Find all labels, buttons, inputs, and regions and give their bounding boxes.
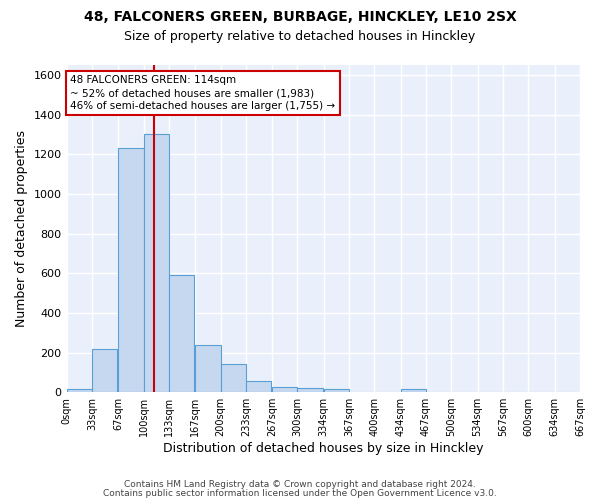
Y-axis label: Number of detached properties: Number of detached properties <box>15 130 28 327</box>
Bar <box>118 148 143 392</box>
Text: 48 FALCONERS GREEN: 114sqm
~ 52% of detached houses are smaller (1,983)
46% of s: 48 FALCONERS GREEN: 114sqm ~ 52% of deta… <box>70 75 335 112</box>
Bar <box>298 388 323 392</box>
Text: Contains HM Land Registry data © Crown copyright and database right 2024.: Contains HM Land Registry data © Crown c… <box>124 480 476 489</box>
Bar <box>195 344 221 392</box>
Bar <box>169 275 194 392</box>
Text: 48, FALCONERS GREEN, BURBAGE, HINCKLEY, LE10 2SX: 48, FALCONERS GREEN, BURBAGE, HINCKLEY, … <box>83 10 517 24</box>
Bar <box>92 348 118 392</box>
Bar <box>323 389 349 392</box>
Bar <box>143 134 169 392</box>
X-axis label: Distribution of detached houses by size in Hinckley: Distribution of detached houses by size … <box>163 442 484 455</box>
Text: Contains public sector information licensed under the Open Government Licence v3: Contains public sector information licen… <box>103 488 497 498</box>
Bar <box>67 389 92 392</box>
Bar <box>401 389 426 392</box>
Bar <box>221 364 246 392</box>
Bar <box>246 382 271 392</box>
Bar <box>272 386 298 392</box>
Text: Size of property relative to detached houses in Hinckley: Size of property relative to detached ho… <box>124 30 476 43</box>
